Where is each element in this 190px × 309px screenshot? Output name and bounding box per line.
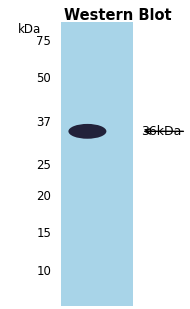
FancyBboxPatch shape bbox=[61, 22, 133, 306]
Text: 20: 20 bbox=[36, 190, 51, 203]
Text: 25: 25 bbox=[36, 159, 51, 172]
Text: 75: 75 bbox=[36, 35, 51, 48]
Text: 10: 10 bbox=[36, 265, 51, 278]
Text: 36kDa: 36kDa bbox=[142, 125, 182, 138]
Text: 37: 37 bbox=[36, 116, 51, 129]
Text: 50: 50 bbox=[36, 72, 51, 85]
Text: kDa: kDa bbox=[18, 23, 41, 36]
Text: 15: 15 bbox=[36, 227, 51, 240]
Text: Western Blot: Western Blot bbox=[64, 8, 172, 23]
Ellipse shape bbox=[68, 124, 106, 139]
